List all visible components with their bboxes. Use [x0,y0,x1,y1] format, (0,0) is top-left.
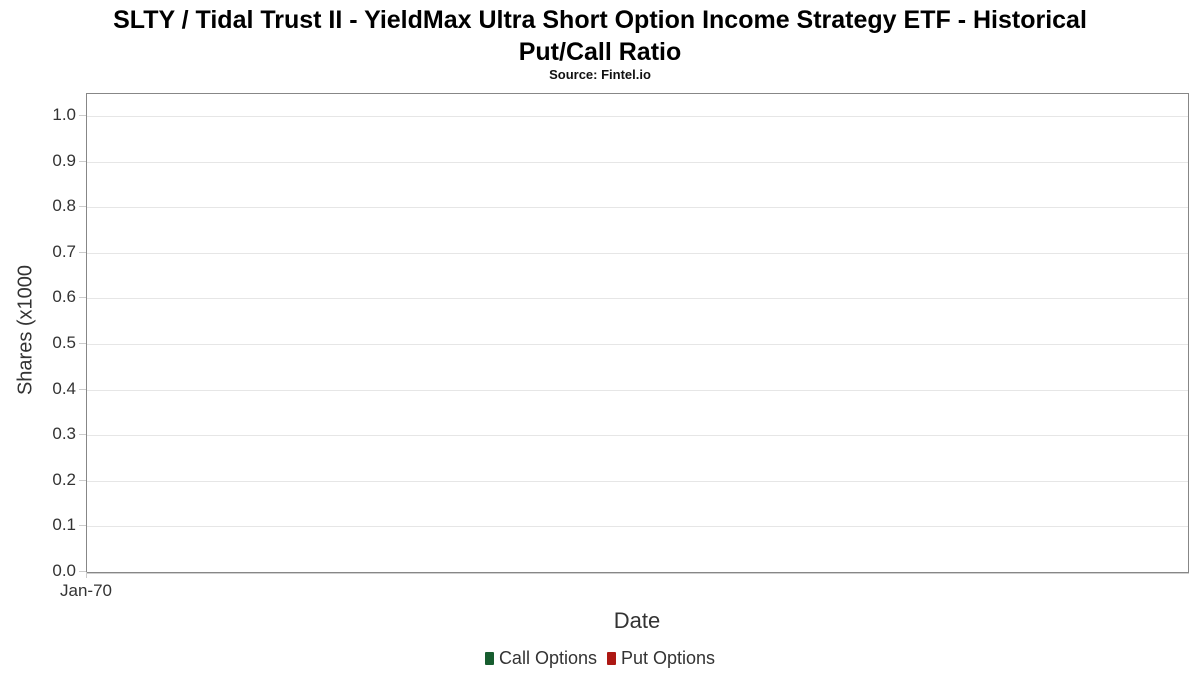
y-axis-tick-mark [79,525,86,526]
y-axis-tick-mark [79,343,86,344]
y-gridline [87,526,1188,527]
x-axis-tick-mark [86,572,87,578]
chart-title-line-1: SLTY / Tidal Trust II - YieldMax Ultra S… [113,6,1087,34]
legend-label: Call Options [498,648,597,668]
y-axis-tick-label: 0.1 [52,515,76,534]
call-options-swatch-icon [484,651,494,665]
x-axis-tick-label: Jan-70 [60,581,112,600]
y-gridline [87,435,1188,436]
y-axis-tick-mark [79,206,86,207]
chart-title-line-2: Put/Call Ratio [518,38,682,66]
y-axis-tick-label: 0.7 [52,242,76,261]
plot-area [86,93,1189,573]
y-axis-tick-label: 0.5 [52,333,76,352]
legend-item-put-options[interactable]: Put Options [606,648,716,668]
y-gridline [87,207,1188,208]
y-gridline [87,344,1188,345]
y-axis-tick-label: 0.4 [52,379,76,398]
y-axis-tick-mark [79,297,86,298]
y-axis-title-text: Shares (x1000 [14,264,37,396]
put-options-swatch-icon [606,651,616,665]
chart-subtitle: Source: Fintel.io [549,67,651,82]
y-gridline [87,481,1188,482]
y-gridline [87,253,1188,254]
y-axis-tick-mark [79,252,86,253]
x-axis-title: Date [613,608,661,633]
y-axis-tick-mark [79,480,86,481]
y-axis-tick-label: 0.9 [52,151,76,170]
legend-item-call-options[interactable]: Call Options [484,648,597,668]
y-axis-tick-label: 0.0 [52,561,76,580]
y-axis-tick-label: 0.8 [52,196,76,215]
chart-title: SLTY / Tidal Trust II - YieldMax Ultra S… [0,4,1200,68]
y-axis-tick-label: 1.0 [52,105,76,124]
y-gridline [87,298,1188,299]
y-gridline [87,390,1188,391]
y-axis-tick-mark [79,161,86,162]
y-gridline [87,116,1188,117]
x-axis-line [86,573,1189,574]
legend-label: Put Options [620,648,716,668]
y-axis-tick-mark [79,389,86,390]
y-axis-tick-mark [79,571,86,572]
y-axis-tick-label: 0.3 [52,424,76,443]
y-axis-tick-mark [79,434,86,435]
y-gridline [87,162,1188,163]
legend: Call Options Put Options [0,648,1200,668]
y-axis-tick-mark [79,115,86,116]
y-axis-tick-label: 0.2 [52,470,76,489]
y-axis-tick-label: 0.6 [52,287,76,306]
